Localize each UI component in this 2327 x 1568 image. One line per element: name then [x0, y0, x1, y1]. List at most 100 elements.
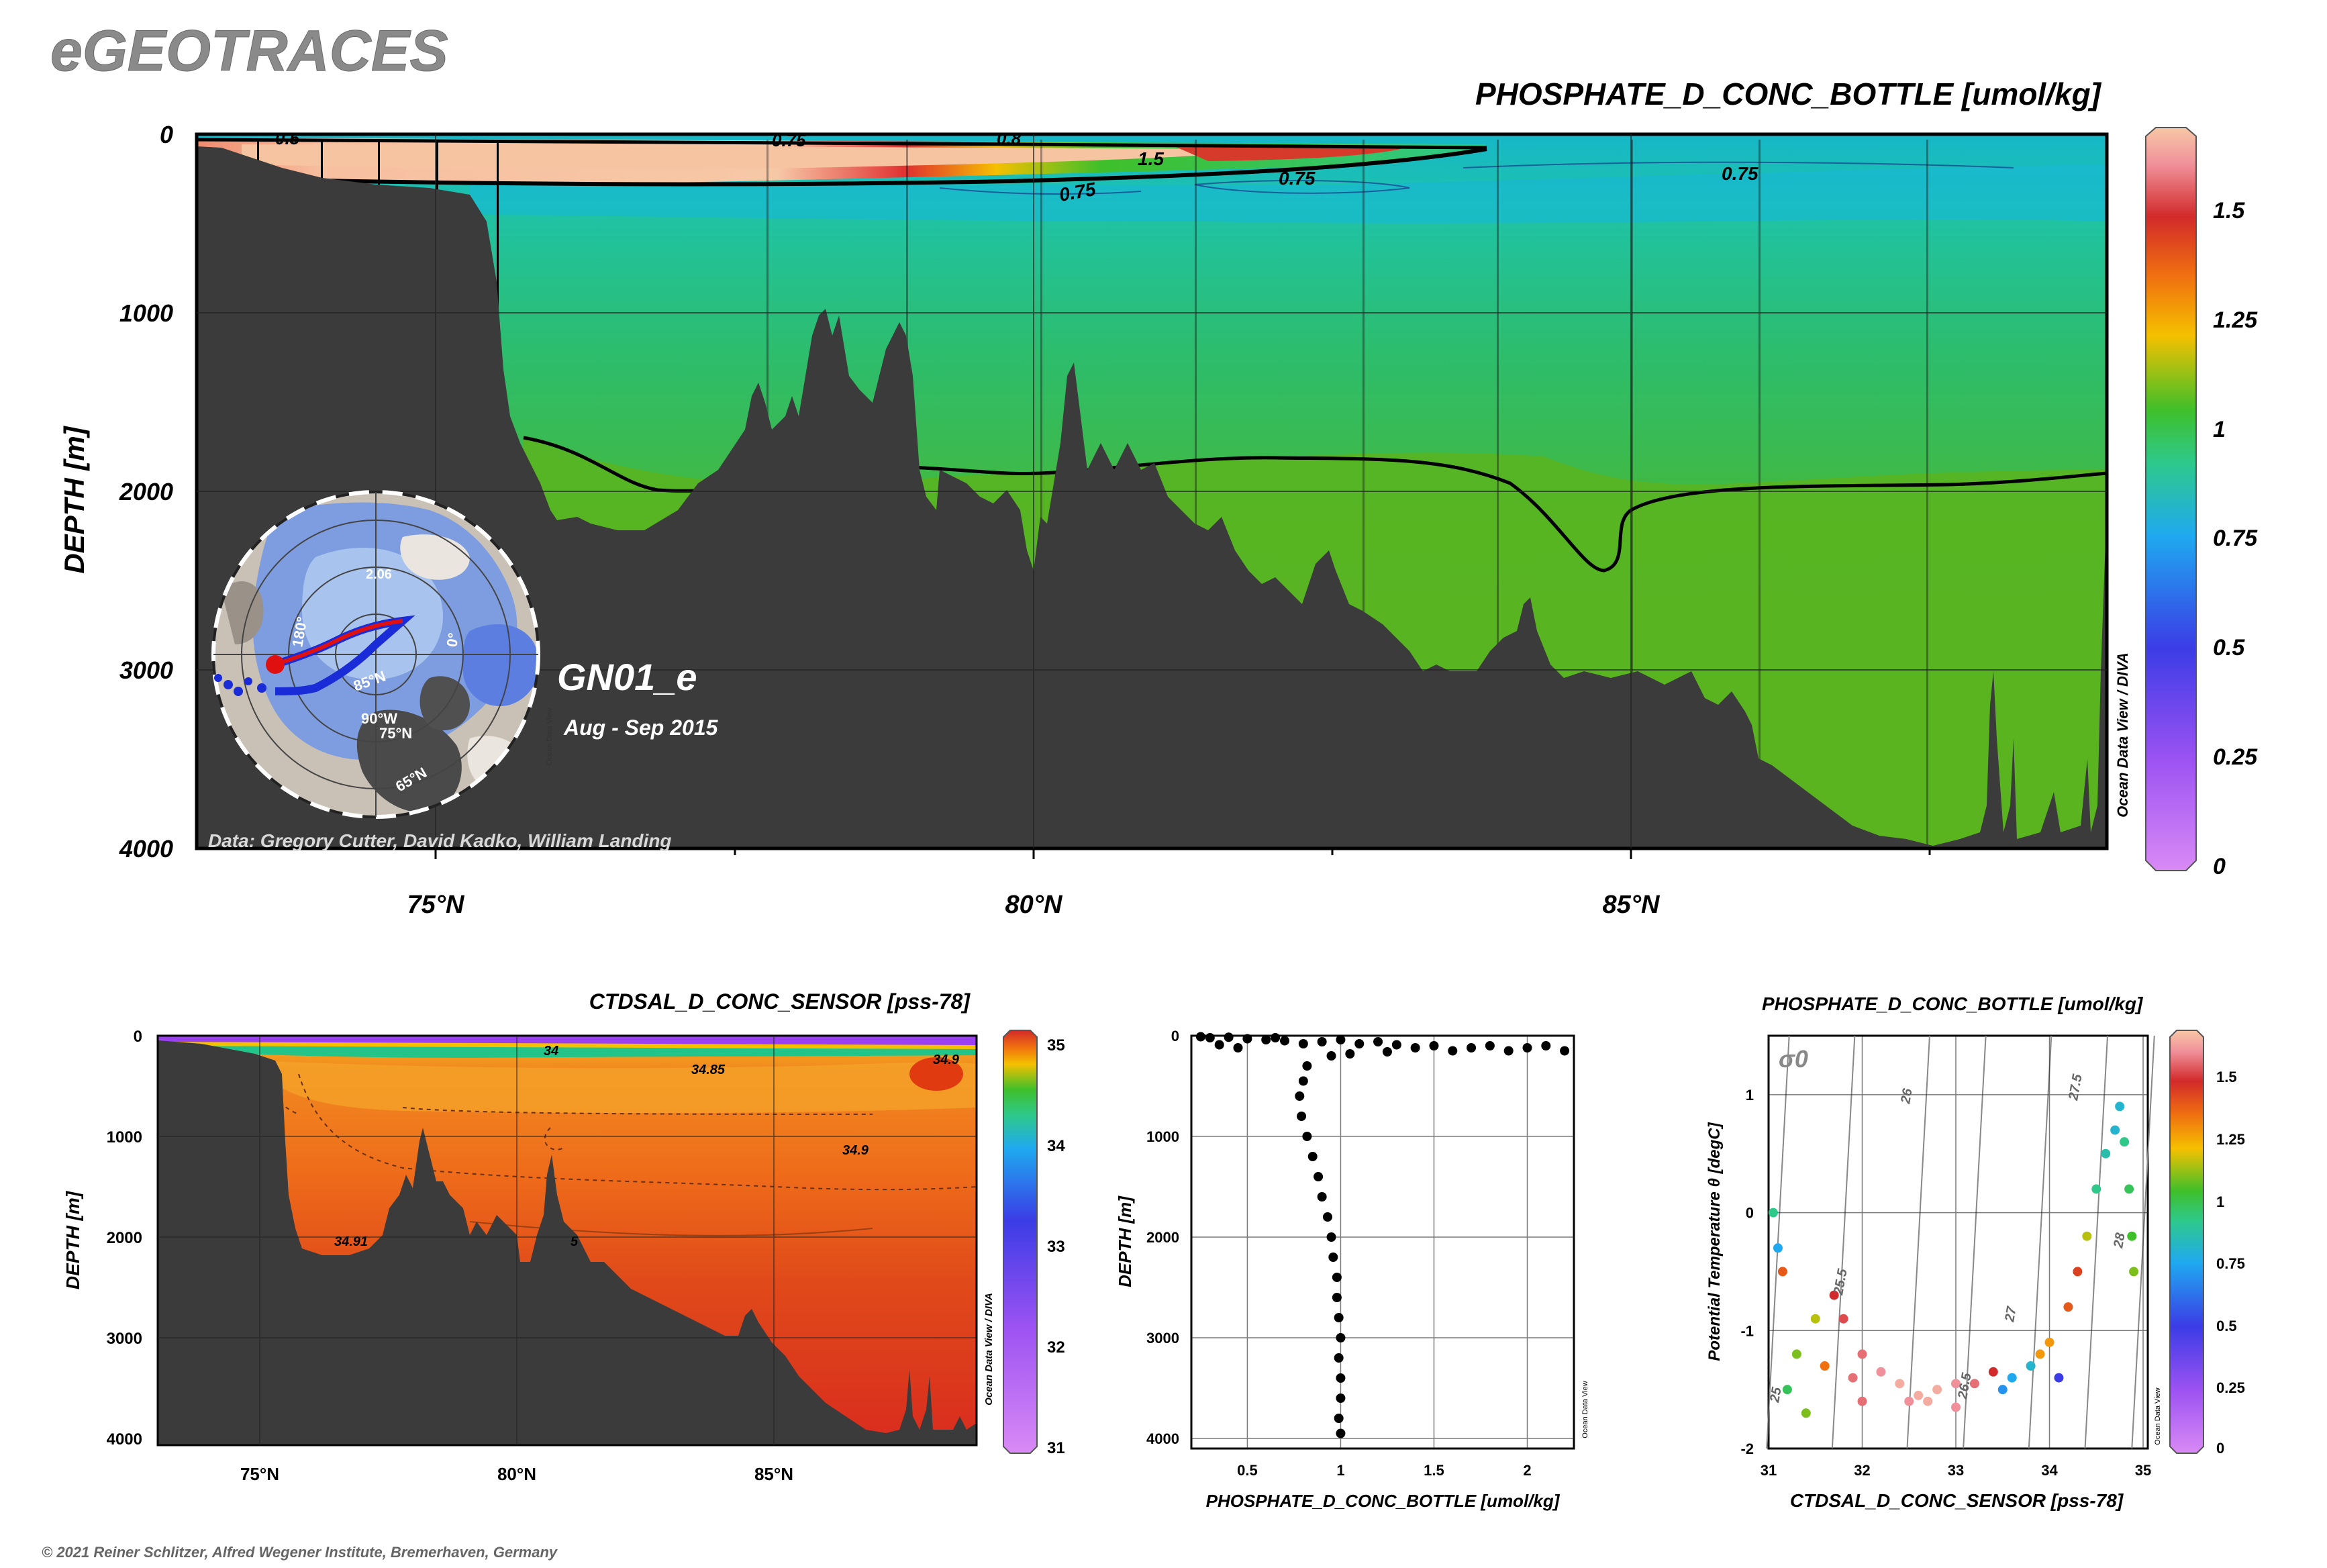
profile-point	[1503, 1046, 1514, 1056]
map-label-90w: 90°W	[361, 710, 397, 727]
ts-point	[1773, 1243, 1783, 1253]
profile-point	[1332, 1273, 1342, 1282]
sal-cb-tick-0: 35	[1047, 1036, 1065, 1055]
main-upper-zone	[470, 164, 2107, 224]
ts-point	[2063, 1302, 2073, 1312]
ts-point	[2044, 1337, 2054, 1347]
profile-point	[1485, 1041, 1495, 1050]
ts-point	[2054, 1373, 2064, 1383]
sal-contour-label-1: 34.85	[691, 1063, 726, 1077]
ts-point	[1951, 1379, 1961, 1389]
main-x-tick-1: 80°N	[1005, 891, 1063, 919]
ts-isopycnal	[1963, 1035, 1987, 1449]
ts-point	[1768, 1208, 1778, 1218]
profile-frame	[1190, 1034, 1575, 1450]
main-credit: Data: Gregory Cutter, David Kadko, Willi…	[208, 830, 672, 851]
profile-x-tick: 1	[1336, 1462, 1344, 1479]
profile-x-tick: 0.5	[1237, 1462, 1258, 1479]
ts-y-tick: -2	[1740, 1440, 1754, 1457]
profile-point	[1391, 1040, 1401, 1050]
ts-x-axis-label: CTDSAL_D_CONC_SENSOR [pss-78]	[1790, 1490, 2124, 1511]
sal-cb-tick-3: 32	[1047, 1338, 1065, 1357]
salinity-section-title: CTDSAL_D_CONC_SENSOR [pss-78]	[589, 989, 971, 1014]
ts-y-tick: 0	[1746, 1205, 1754, 1222]
profile-point	[1382, 1047, 1392, 1057]
sal-x-tick-2: 85°N	[754, 1464, 793, 1484]
ts-y-tick: 1	[1746, 1087, 1754, 1104]
ts-points	[1768, 1101, 2139, 1418]
profile-y-tick: 2000	[1146, 1229, 1179, 1246]
main-cb-tick-2: 1	[2213, 417, 2226, 442]
sal-y-tick-1: 1000	[107, 1128, 142, 1146]
profile-point	[1334, 1353, 1344, 1363]
profile-y-tick: 3000	[1146, 1330, 1179, 1346]
ts-point	[2091, 1184, 2101, 1194]
sal-y-axis-label: DEPTH [m]	[62, 1190, 83, 1289]
main-contour-label-0: 0.5	[275, 128, 300, 148]
sal-y-tick-3: 3000	[107, 1330, 142, 1348]
ts-iso-label-2: 26	[1898, 1087, 1916, 1106]
ts-isopycnal	[1831, 1035, 1856, 1449]
profile-point	[1322, 1212, 1332, 1222]
profile-point	[1560, 1046, 1570, 1056]
profile-point	[1298, 1076, 1308, 1086]
main-contour-5	[939, 187, 1142, 195]
ts-x-tick: 34	[2041, 1462, 2058, 1479]
ts-point	[2124, 1184, 2134, 1194]
ts-isopycnal	[2028, 1035, 2052, 1449]
ts-watermark: Ocean Data View	[2154, 1387, 2162, 1444]
profile-point	[1354, 1039, 1365, 1048]
ts-point	[1791, 1349, 1801, 1359]
profile-y-tick: 0	[1171, 1028, 1179, 1044]
ts-x-tick: 33	[1948, 1462, 1964, 1479]
profile-point	[1297, 1112, 1307, 1121]
ts-point	[2120, 1137, 2130, 1147]
profile-point	[1541, 1041, 1551, 1050]
ts-point	[1820, 1361, 1830, 1371]
cruise-name: GN01_e	[557, 656, 697, 698]
ts-point	[1777, 1267, 1787, 1277]
ts-isopycnal	[1766, 1035, 1790, 1449]
profile-point	[1317, 1037, 1327, 1046]
profile-point	[1224, 1032, 1234, 1042]
main-contour-label-3: 1.5	[1138, 148, 1164, 169]
sal-y-tick-0: 0	[134, 1028, 142, 1046]
ts-point	[1801, 1408, 1811, 1418]
profile-point	[1317, 1192, 1327, 1202]
profile-point	[1448, 1046, 1458, 1056]
sal-contour-label-5: 5	[571, 1234, 579, 1249]
ts-x-tick: 35	[2135, 1462, 2151, 1479]
sal-x-tick-0: 75°N	[240, 1464, 279, 1484]
profile-panel: 0.5 1 1.5 2 0 1000 2000 3000 4000 PHOSPHATE_D_C…	[1115, 1028, 1589, 1511]
profile-point	[1326, 1232, 1336, 1242]
profile-point	[1467, 1043, 1477, 1052]
profile-point	[1345, 1049, 1355, 1059]
profile-point	[1336, 1373, 1346, 1383]
inset-map: 180° 85°N 90°W 75°N 65°N 0° 2.06 Ocean D…	[211, 490, 554, 819]
sal-x-tick-1: 80°N	[497, 1464, 536, 1484]
main-axis-ticks	[434, 848, 1931, 859]
ts-cb-tick-1: 1.25	[2216, 1131, 2245, 1148]
main-surface-red	[1175, 146, 1409, 161]
app-title: eGEOTRACES	[50, 19, 448, 83]
profile-point	[1373, 1037, 1383, 1046]
ts-point	[1914, 1390, 1924, 1400]
main-contour-3	[1194, 179, 1410, 194]
main-contour-label-1: 0.75	[772, 130, 806, 150]
map-label-75n: 75°N	[379, 725, 412, 742]
profile-point	[1522, 1043, 1532, 1052]
main-y-tick-1: 1000	[119, 299, 173, 327]
profile-point	[1233, 1043, 1243, 1052]
main-cb-tick-1: 1.25	[2213, 307, 2258, 333]
ts-point	[2129, 1267, 2139, 1277]
ts-iso-label-6: 28	[2111, 1231, 2128, 1250]
ts-point	[2101, 1148, 2111, 1159]
ts-panel: PHOSPHATE_D_CONC_BOTTLE [umol/kg] 31 32 33…	[1705, 993, 2245, 1511]
ts-point	[1895, 1379, 1905, 1389]
main-contour-1	[197, 138, 1487, 150]
ts-point	[1951, 1402, 1961, 1412]
salinity-colorbar: 35 34 33 32 31	[1003, 1030, 1065, 1457]
main-contour-label-6: 0.75	[1722, 163, 1759, 184]
main-section-title: PHOSPHATE_D_CONC_BOTTLE [umol/kg]	[1475, 77, 2102, 111]
main-contour-label-2: 0.8	[997, 128, 1022, 148]
